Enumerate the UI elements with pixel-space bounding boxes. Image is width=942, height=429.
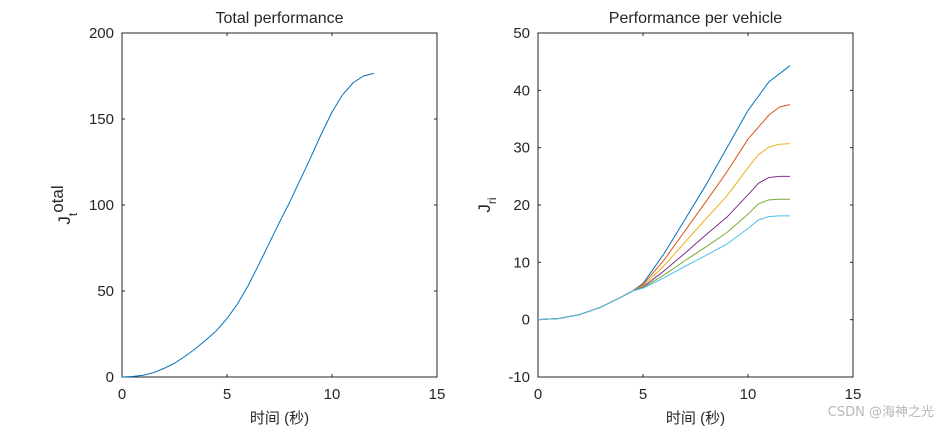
- per-vehicle-title: Performance per vehicle: [609, 10, 783, 27]
- per-vehicle-ytick-label: 0: [522, 312, 530, 329]
- total-performance-xtick-label: 5: [223, 386, 231, 403]
- total-performance-ytick-label: 100: [89, 197, 114, 214]
- per-vehicle-ylabel: Jri: [475, 197, 499, 212]
- per-vehicle-ytick-label: 30: [513, 140, 530, 157]
- per-vehicle-ytick-label: 20: [513, 197, 530, 214]
- total-performance-ytick-label: 200: [89, 25, 114, 42]
- total-performance-series-line-1: [121, 72, 375, 378]
- per-vehicle-ytick-label: -10: [508, 369, 530, 386]
- total-performance-xtick-label: 0: [118, 386, 126, 403]
- per-vehicle-plot-area: [537, 32, 854, 378]
- per-vehicle-xtick-label: 5: [639, 386, 647, 403]
- per-vehicle-xtick-label: 10: [740, 386, 757, 403]
- per-vehicle-series-line-6: [537, 215, 790, 321]
- ylabel-subscript: ri: [485, 197, 499, 204]
- per-vehicle-lines: [537, 65, 791, 321]
- total-performance-ytick-label: 50: [97, 283, 114, 300]
- ylabel-subscript: t: [66, 212, 80, 216]
- total-performance-ytick-label: 0: [106, 369, 114, 386]
- total-performance-title: Total performance: [215, 10, 343, 27]
- ylabel-main: J: [55, 216, 74, 225]
- per-vehicle-ytick-label: 10: [513, 254, 530, 271]
- total-performance-xtick-label: 10: [324, 386, 341, 403]
- per-vehicle-xlabel: 时间 (秒): [666, 410, 725, 427]
- total-performance-xlabel: 时间 (秒): [250, 410, 309, 427]
- ylabel-main: J: [475, 204, 494, 213]
- per-vehicle-xtick-label: 15: [845, 386, 862, 403]
- total-performance-ylabel: Jtotal: [48, 185, 80, 224]
- ylabel-superscript: otal: [48, 185, 67, 212]
- per-vehicle-ytick-label: 40: [513, 82, 530, 99]
- per-vehicle-xtick-label: 0: [534, 386, 542, 403]
- total-performance-ytick-label: 150: [89, 111, 114, 128]
- total-performance-xtick-label: 15: [429, 386, 446, 403]
- watermark: CSDN @海神之光: [827, 405, 934, 420]
- total-performance-plot-area: [121, 32, 438, 378]
- total-performance-lines: [121, 72, 375, 378]
- per-vehicle-ytick-label: 50: [513, 25, 530, 42]
